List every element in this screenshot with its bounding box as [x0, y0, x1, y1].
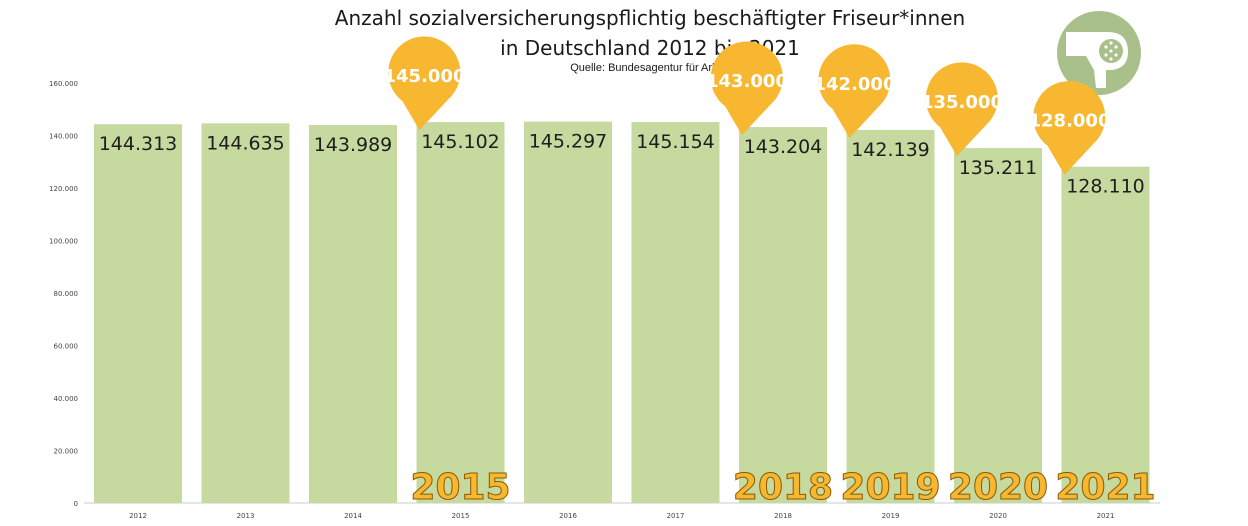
chart-subtitle: Quelle: Bundesagentur für Arbeit	[570, 62, 730, 74]
x-tick-label: 2015	[452, 512, 470, 520]
x-tick-label: 2019	[882, 512, 900, 520]
data-label: 144.313	[99, 133, 178, 155]
data-label: 128.110	[1066, 176, 1145, 198]
data-label: 144.635	[206, 132, 285, 154]
bar	[524, 121, 612, 504]
x-tick-label: 2020	[989, 512, 1007, 520]
highlight-year-label: 2020	[948, 467, 1048, 508]
forecast-callout	[388, 36, 461, 131]
data-label: 143.204	[744, 136, 823, 158]
forecast-callout	[1033, 81, 1106, 175]
forecast-callout-label: 135.000	[921, 92, 1003, 113]
bar	[416, 122, 505, 504]
forecast-callout	[818, 44, 891, 138]
forecast-callout-label: 145.000	[384, 66, 466, 87]
data-label: 143.989	[314, 134, 393, 156]
bar	[1061, 166, 1150, 503]
y-tick-label: 80.000	[54, 290, 79, 298]
y-tick-label: 160.000	[49, 80, 78, 88]
y-tick-label: 0	[74, 500, 78, 508]
y-tick-label: 100.000	[49, 238, 78, 246]
bar	[309, 125, 397, 504]
bar	[739, 127, 827, 503]
forecast-callout-label: 143.000	[706, 71, 788, 92]
data-label: 145.154	[636, 131, 715, 153]
bar	[94, 124, 182, 503]
bar	[201, 123, 290, 503]
x-tick-label: 2013	[237, 512, 255, 520]
y-tick-label: 60.000	[54, 343, 79, 351]
chart-title: Anzahl sozialversicherungspflichtig besc…	[334, 6, 966, 30]
x-tick-label: 2018	[774, 512, 792, 520]
x-tick-label: 2014	[344, 512, 362, 520]
highlight-year-label: 2018	[733, 467, 833, 508]
forecast-callout-label: 142.000	[814, 74, 896, 95]
y-tick-label: 40.000	[54, 395, 79, 403]
y-tick-label: 20.000	[54, 448, 79, 456]
highlight-year-label: 2019	[840, 467, 940, 508]
x-tick-label: 2012	[129, 512, 147, 520]
x-tick-label: 2021	[1097, 512, 1115, 520]
hair-dryer-icon	[1057, 11, 1141, 95]
x-tick-label: 2016	[559, 512, 577, 520]
highlight-year-label: 2021	[1055, 467, 1155, 508]
highlight-year-label: 2015	[410, 467, 510, 508]
data-label: 145.102	[421, 131, 500, 153]
y-tick-label: 120.000	[49, 185, 78, 193]
data-label: 142.139	[851, 139, 930, 161]
data-label: 135.211	[959, 157, 1038, 179]
forecast-callout	[925, 62, 998, 157]
data-label: 145.297	[529, 131, 608, 153]
y-tick-label: 140.000	[49, 133, 78, 141]
bar	[631, 121, 720, 503]
bar	[954, 148, 1042, 504]
bar	[846, 129, 935, 503]
forecast-callout	[710, 41, 783, 136]
forecast-callout-label: 128.000	[1029, 111, 1111, 132]
x-tick-label: 2017	[667, 512, 685, 520]
